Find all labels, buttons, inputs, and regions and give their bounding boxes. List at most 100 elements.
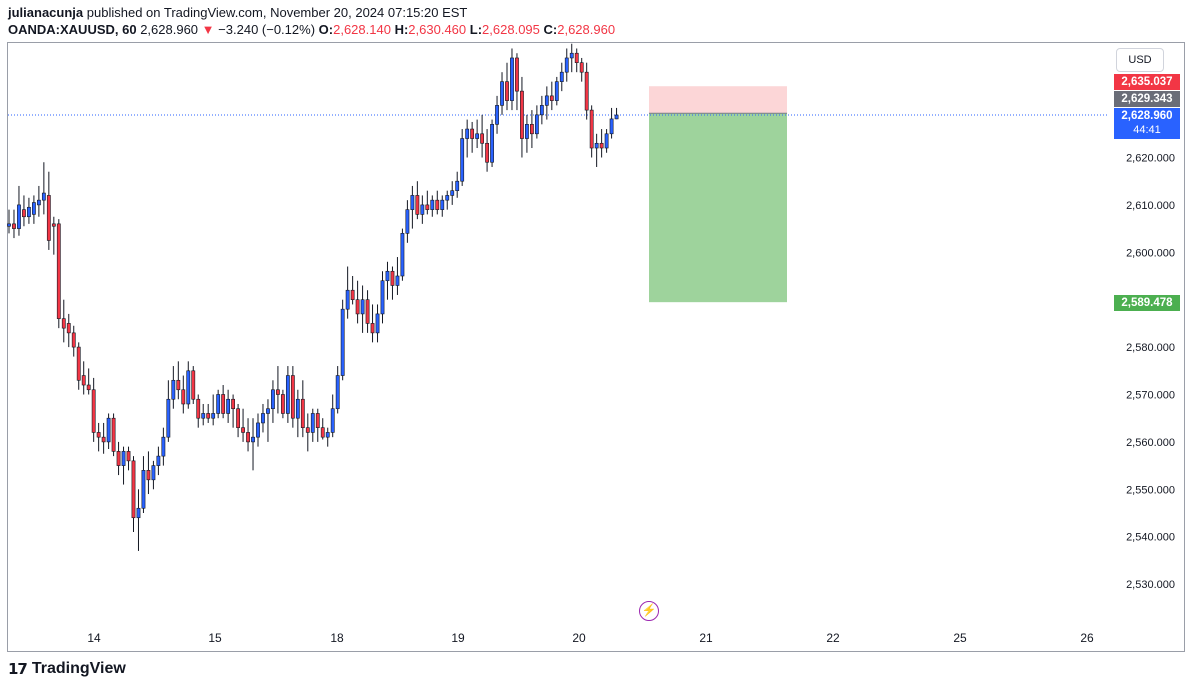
candle (529, 110, 534, 149)
candle (410, 185, 415, 229)
candle (186, 361, 191, 409)
brand-name: TradingView (31, 660, 126, 677)
candle-body-up (136, 507, 141, 519)
candle-body-down (246, 432, 250, 443)
candle-body-down (146, 470, 151, 481)
candle (470, 121, 475, 153)
price-tick-label: 2,560.000 (1126, 437, 1175, 449)
candle (191, 366, 196, 404)
candle-body-down (480, 133, 485, 144)
candle-body-down (365, 299, 370, 324)
candle-body-up (186, 370, 191, 405)
candle (246, 418, 250, 452)
author-name[interactable]: julianacunja (8, 5, 84, 20)
candle (51, 216, 56, 255)
candle-body-up (211, 413, 216, 419)
candle-body-up (345, 289, 350, 310)
candle-body-up (335, 375, 340, 410)
candle (236, 403, 240, 438)
time-tick-label: 21 (699, 631, 713, 645)
candle-body-down (584, 71, 589, 111)
candle (231, 394, 236, 428)
candle-body-up (445, 195, 450, 201)
candle (500, 72, 504, 115)
candle-body-down (71, 332, 76, 348)
candle (569, 43, 574, 73)
candle-body-up (295, 398, 300, 419)
candle (7, 209, 11, 234)
currency-button[interactable]: USD (1116, 48, 1164, 72)
candle (574, 48, 579, 73)
candle (330, 394, 335, 438)
candle (445, 190, 450, 210)
candle (515, 53, 519, 111)
candle-body-down (81, 375, 86, 386)
candle (126, 446, 131, 471)
candle-body-up (450, 190, 455, 196)
current-price-tag: 2,628.960 44:41 (1114, 108, 1180, 139)
candle-body-down (66, 323, 71, 334)
candle (141, 456, 146, 513)
candle (131, 456, 136, 532)
candle-body-down (91, 389, 96, 433)
candle (360, 285, 365, 333)
candle (420, 195, 425, 224)
candle (355, 280, 360, 324)
candle-body-down (300, 398, 305, 428)
candle-body-up (17, 204, 21, 229)
candle-body-up (340, 308, 345, 376)
brand[interactable]: 𝟭𝟳 TradingView (8, 660, 126, 678)
candle-body-up (41, 192, 46, 201)
symbol-name[interactable]: OANDA:XAUUSD, 60 (8, 22, 137, 37)
candle-body-up (151, 465, 156, 481)
candle (480, 114, 485, 158)
candle (525, 114, 529, 153)
candle-body-up (360, 299, 365, 315)
time-tick-label: 26 (1080, 631, 1094, 645)
stop-price-tag: 2,635.037 (1114, 74, 1180, 90)
publish-info: julianacunja published on TradingView.co… (8, 5, 467, 20)
candle-body-up (201, 413, 206, 419)
tradingview-logo-icon: 𝟭𝟳 (8, 661, 28, 678)
candle-body-up (285, 375, 290, 414)
down-arrow-icon: ▼ (201, 22, 215, 37)
position-tool[interactable] (8, 86, 1108, 303)
candle-body-up (495, 105, 499, 125)
candle-body-up (271, 389, 275, 410)
candle-body-down (276, 389, 280, 395)
target-price-tag: 2,589.478 (1114, 295, 1180, 311)
candle (490, 119, 494, 167)
lightning-bolt-icon[interactable]: ⚡ (639, 601, 659, 621)
time-tick-label: 25 (953, 631, 967, 645)
candle (534, 105, 539, 139)
candle (455, 171, 460, 198)
candle (584, 62, 589, 120)
price-axis[interactable]: 2,530.000 2,540.000 2,550.000 2,560.000 2,57… (1126, 153, 1175, 592)
candle (151, 460, 156, 490)
candle (121, 446, 126, 485)
candle-body-up (27, 206, 31, 218)
candle-body-up (256, 422, 260, 438)
candle (335, 366, 340, 414)
candle-body-down (51, 223, 56, 227)
candle-body-down (355, 299, 360, 315)
candle-body-up (226, 398, 231, 414)
candle (211, 394, 216, 426)
candle (166, 380, 171, 442)
candle (27, 197, 31, 224)
candle-body-up (594, 142, 599, 149)
candle-body-up (7, 223, 11, 227)
candle (604, 129, 609, 153)
candle-body-up (440, 199, 445, 210)
candle-body-down (111, 417, 116, 452)
candle-body-up (36, 199, 41, 206)
candle-body-down (320, 427, 325, 438)
candle-body-down (236, 408, 240, 428)
candle-body-down (589, 109, 594, 149)
candle (171, 366, 176, 409)
candle (36, 185, 41, 217)
candle (46, 171, 51, 250)
candle-body-up (216, 394, 221, 414)
time-axis[interactable]: 14 15 18 19 20 21 22 25 26 (87, 631, 1094, 645)
